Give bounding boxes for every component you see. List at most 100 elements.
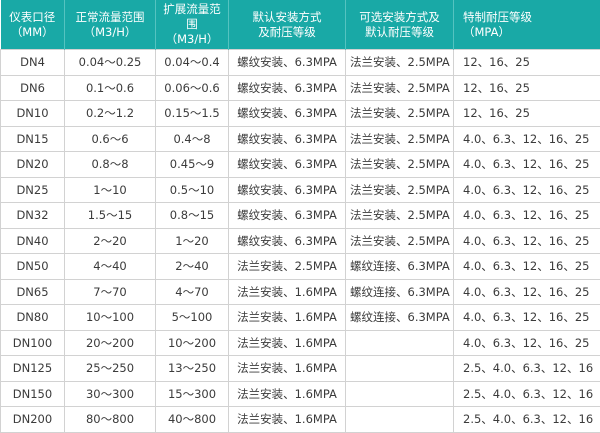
- cell-special-pressure-rating: 12、16、25: [454, 50, 600, 76]
- cell-extended-flow-range: 4～70: [156, 279, 229, 305]
- cell-meter-diameter: DN20: [1, 152, 65, 178]
- cell-meter-diameter: DN40: [1, 228, 65, 254]
- cell-meter-diameter: DN80: [1, 305, 65, 331]
- cell-extended-flow-range: 0.06～0.6: [156, 75, 229, 101]
- cell-optional-installation: 螺纹连接、6.3MPA: [346, 254, 454, 280]
- cell-default-installation: 法兰安装、1.6MPA: [229, 407, 346, 433]
- column-header-line1: 可选安装方式及: [352, 10, 447, 25]
- cell-extended-flow-range: 5～100: [156, 305, 229, 331]
- cell-normal-flow-range: 20～200: [65, 330, 156, 356]
- cell-default-installation: 螺纹安装、6.3MPA: [229, 152, 346, 178]
- cell-default-installation: 螺纹安装、6.3MPA: [229, 203, 346, 229]
- cell-extended-flow-range: 13～250: [156, 356, 229, 382]
- column-header-line1: 默认安装方式: [235, 10, 339, 25]
- column-header-line1: 正常流量范围: [71, 10, 149, 25]
- cell-extended-flow-range: 0.4～8: [156, 126, 229, 152]
- cell-normal-flow-range: 10～100: [65, 305, 156, 331]
- cell-optional-installation: 法兰安装、2.5MPA: [346, 50, 454, 76]
- cell-normal-flow-range: 30～300: [65, 381, 156, 407]
- cell-normal-flow-range: 25～250: [65, 356, 156, 382]
- cell-default-installation: 法兰安装、1.6MPA: [229, 356, 346, 382]
- cell-meter-diameter: DN4: [1, 50, 65, 76]
- cell-extended-flow-range: 15～300: [156, 381, 229, 407]
- cell-extended-flow-range: 0.04～0.4: [156, 50, 229, 76]
- column-header-meter-diameter: 仪表口径 （MM）: [1, 0, 65, 50]
- cell-default-installation: 法兰安装、1.6MPA: [229, 381, 346, 407]
- column-header-line2: （M3/H）: [162, 32, 222, 47]
- column-header-default-installation: 默认安装方式 及耐压等级: [229, 0, 346, 50]
- cell-meter-diameter: DN125: [1, 356, 65, 382]
- cell-normal-flow-range: 0.6～6: [65, 126, 156, 152]
- cell-default-installation: 螺纹安装、6.3MPA: [229, 101, 346, 127]
- cell-normal-flow-range: 1～10: [65, 177, 156, 203]
- cell-optional-installation: 法兰安装、2.5MPA: [346, 203, 454, 229]
- cell-extended-flow-range: 0.15～1.5: [156, 101, 229, 127]
- cell-special-pressure-rating: 4.0、6.3、12、16、25: [454, 203, 600, 229]
- cell-special-pressure-rating: 4.0、6.3、12、16、25: [454, 330, 600, 356]
- cell-special-pressure-rating: 2.5、4.0、6.3、12、16: [454, 381, 600, 407]
- cell-special-pressure-rating: 4.0、6.3、12、16、25: [454, 152, 600, 178]
- cell-optional-installation: 螺纹连接、6.3MPA: [346, 305, 454, 331]
- cell-special-pressure-rating: 12、16、25: [454, 75, 600, 101]
- cell-optional-installation: 螺纹连接、6.3MPA: [346, 279, 454, 305]
- cell-optional-installation: 法兰安装、2.5MPA: [346, 126, 454, 152]
- column-header-extended-flow-range: 扩展流量范围 （M3/H）: [156, 0, 229, 50]
- cell-optional-installation: [346, 407, 454, 433]
- cell-extended-flow-range: 0.8～15: [156, 203, 229, 229]
- cell-default-installation: 法兰安装、1.6MPA: [229, 305, 346, 331]
- cell-special-pressure-rating: 2.5、4.0、6.3、12、16: [454, 356, 600, 382]
- cell-meter-diameter: DN6: [1, 75, 65, 101]
- cell-default-installation: 法兰安装、1.6MPA: [229, 330, 346, 356]
- cell-default-installation: 螺纹安装、6.3MPA: [229, 228, 346, 254]
- cell-special-pressure-rating: 12、16、25: [454, 101, 600, 127]
- cell-default-installation: 螺纹安装、6.3MPA: [229, 50, 346, 76]
- cell-optional-installation: 法兰安装、2.5MPA: [346, 152, 454, 178]
- column-header-normal-flow-range: 正常流量范围 （M3/H）: [65, 0, 156, 50]
- cell-default-installation: 螺纹安装、6.3MPA: [229, 177, 346, 203]
- column-header-line2: 默认耐压等级: [352, 25, 447, 40]
- cell-special-pressure-rating: 4.0、6.3、12、16、25: [454, 305, 600, 331]
- cell-meter-diameter: DN65: [1, 279, 65, 305]
- column-header-optional-installation: 可选安装方式及 默认耐压等级: [346, 0, 454, 50]
- cell-normal-flow-range: 0.1～0.6: [65, 75, 156, 101]
- cell-special-pressure-rating: 4.0、6.3、12、16、25: [454, 177, 600, 203]
- cell-optional-installation: 法兰安装、2.5MPA: [346, 101, 454, 127]
- column-header-line2: （MPA）: [463, 25, 595, 40]
- cell-default-installation: 法兰安装、2.5MPA: [229, 254, 346, 280]
- column-header-line1: 扩展流量范围: [162, 2, 222, 32]
- cell-optional-installation: [346, 381, 454, 407]
- cell-normal-flow-range: 2～20: [65, 228, 156, 254]
- cell-meter-diameter: DN15: [1, 126, 65, 152]
- column-header-line1: 仪表口径: [7, 10, 59, 25]
- cell-optional-installation: [346, 356, 454, 382]
- cell-extended-flow-range: 0.5～10: [156, 177, 229, 203]
- cell-normal-flow-range: 1.5～15: [65, 203, 156, 229]
- cell-special-pressure-rating: 4.0、6.3、12、16、25: [454, 126, 600, 152]
- cell-optional-installation: 法兰安装、2.5MPA: [346, 75, 454, 101]
- cell-meter-diameter: DN100: [1, 330, 65, 356]
- cell-default-installation: 法兰安装、1.6MPA: [229, 279, 346, 305]
- cell-special-pressure-rating: 4.0、6.3、12、16、25: [454, 254, 600, 280]
- cell-normal-flow-range: 0.04～0.25: [65, 50, 156, 76]
- column-header-special-pressure-rating: 特制耐压等级 （MPA）: [454, 0, 600, 50]
- cell-extended-flow-range: 2～40: [156, 254, 229, 280]
- cell-meter-diameter: DN25: [1, 177, 65, 203]
- cell-meter-diameter: DN10: [1, 101, 65, 127]
- cell-normal-flow-range: 4～40: [65, 254, 156, 280]
- cell-extended-flow-range: 0.45～9: [156, 152, 229, 178]
- cell-default-installation: 螺纹安装、6.3MPA: [229, 126, 346, 152]
